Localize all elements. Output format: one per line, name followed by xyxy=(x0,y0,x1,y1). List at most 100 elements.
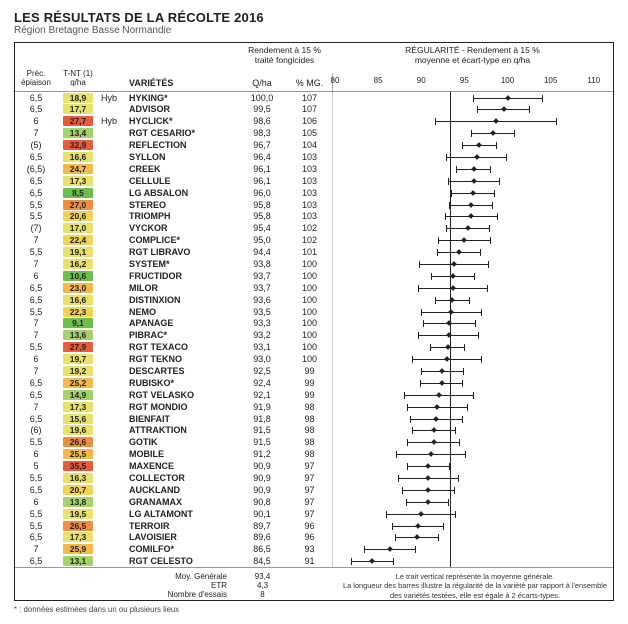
cell-qha: 94,4 xyxy=(237,247,287,257)
hdr-hyb xyxy=(99,85,127,91)
cell-var: COLLECTOR xyxy=(127,473,237,483)
cell-qha: 91,8 xyxy=(237,414,287,424)
table-row: 619,7RGT TEKNO93,0100 xyxy=(15,353,613,365)
cell-tnt: 22,3 xyxy=(57,307,99,317)
table-row: 5,520,6TRIOMPH95,8103 xyxy=(15,211,613,223)
cell-mg: 100 xyxy=(287,307,332,317)
cell-tnt: 25,5 xyxy=(57,449,99,459)
table-row: 625,5MOBILE91,298 xyxy=(15,448,613,460)
cell-chart xyxy=(332,103,613,115)
summary-labels: Moy. GénéraleETRNombre d'essais xyxy=(15,572,235,600)
cell-var: PIBRAC* xyxy=(127,330,237,340)
cell-qha: 98,6 xyxy=(237,116,287,126)
table-row: 5,527,9RGT TEXACO93,1100 xyxy=(15,341,613,353)
cell-tnt: 20,7 xyxy=(57,485,99,495)
cell-chart xyxy=(332,199,613,211)
cell-prec: 6 xyxy=(15,116,57,126)
cell-chart xyxy=(332,211,613,223)
cell-qha: 93,2 xyxy=(237,330,287,340)
cell-mg: 101 xyxy=(287,247,332,257)
cell-mg: 107 xyxy=(287,93,332,103)
cell-prec: (6) xyxy=(15,425,57,435)
cell-tnt: 17,3 xyxy=(57,402,99,412)
cell-prec: 6 xyxy=(15,271,57,281)
table-row: (5)32,9REFLECTION96,7104 xyxy=(15,139,613,151)
cell-prec: 6,5 xyxy=(15,93,57,103)
cell-var: CELLULE xyxy=(127,176,237,186)
cell-chart xyxy=(332,472,613,484)
cell-qha: 92,5 xyxy=(237,366,287,376)
cell-tnt: 27,7 xyxy=(57,116,99,126)
cell-var: APANAGE xyxy=(127,318,237,328)
cell-mg: 93 xyxy=(287,544,332,554)
table-row: 6,517,3LAVOISIER89,696 xyxy=(15,532,613,544)
cell-tnt: 26,6 xyxy=(57,437,99,447)
cell-var: RGT VELASKO xyxy=(127,390,237,400)
cell-mg: 100 xyxy=(287,330,332,340)
cell-chart xyxy=(332,436,613,448)
cell-var: REFLECTION xyxy=(127,140,237,150)
cell-qha: 96,0 xyxy=(237,188,287,198)
cell-prec: (6,5) xyxy=(15,164,57,174)
cell-var: RGT MONDIO xyxy=(127,402,237,412)
table-row: 6,58,5LG ABSALON96,0103 xyxy=(15,187,613,199)
cell-mg: 100 xyxy=(287,283,332,293)
cell-prec: 7 xyxy=(15,318,57,328)
yield-header: Rendement à 15 % traité fongicides xyxy=(237,43,332,67)
cell-mg: 102 xyxy=(287,235,332,245)
cell-var: MILOR xyxy=(127,283,237,293)
cell-prec: 6,5 xyxy=(15,283,57,293)
cell-qha: 90,1 xyxy=(237,509,287,519)
table-row: 719,2DESCARTES92,599 xyxy=(15,365,613,377)
cell-chart xyxy=(332,163,613,175)
cell-tnt: 17,0 xyxy=(57,223,99,233)
cell-tnt: 13,6 xyxy=(57,330,99,340)
table-row: 5,516,3COLLECTOR90,997 xyxy=(15,472,613,484)
table-row: 6,513,1RGT CELESTO84,591 xyxy=(15,555,613,567)
cell-chart xyxy=(332,389,613,401)
cell-var: FRUCTIDOR xyxy=(127,271,237,281)
cell-prec: 6,5 xyxy=(15,485,57,495)
cell-qha: 91,5 xyxy=(237,425,287,435)
cell-chart xyxy=(332,175,613,187)
cell-prec: 6 xyxy=(15,449,57,459)
cell-mg: 103 xyxy=(287,176,332,186)
cell-var: VYCKOR xyxy=(127,223,237,233)
cell-tnt: 13,4 xyxy=(57,128,99,138)
cell-mg: 107 xyxy=(287,104,332,114)
cell-mg: 100 xyxy=(287,271,332,281)
cell-tnt: 13,8 xyxy=(57,497,99,507)
table-row: (7)17,0VYCKOR95,4102 xyxy=(15,222,613,234)
cell-mg: 98 xyxy=(287,437,332,447)
table-row: (6)19,6ATTRAKTION91,598 xyxy=(15,425,613,437)
cell-mg: 98 xyxy=(287,402,332,412)
cell-chart xyxy=(332,306,613,318)
cell-chart xyxy=(332,282,613,294)
cell-tnt: 24,7 xyxy=(57,164,99,174)
table-row: 6,516,6SYLLON96,4103 xyxy=(15,151,613,163)
table-row: 717,3RGT MONDIO91,998 xyxy=(15,401,613,413)
cell-prec: 7 xyxy=(15,128,57,138)
cell-chart xyxy=(332,448,613,460)
cell-qha: 96,1 xyxy=(237,176,287,186)
cell-var: HYKING* xyxy=(127,93,237,103)
cell-prec: 7 xyxy=(15,402,57,412)
table-row: 5,519,1RGT LIBRAVO94,4101 xyxy=(15,246,613,258)
cell-qha: 96,7 xyxy=(237,140,287,150)
cell-mg: 103 xyxy=(287,164,332,174)
cell-qha: 89,7 xyxy=(237,521,287,531)
cell-mg: 98 xyxy=(287,414,332,424)
hdr-axis: 80859095100105110 xyxy=(332,73,613,91)
regularity-header: RÉGULARITÉ - Rendement à 15 % moyenne et… xyxy=(332,43,613,67)
cell-prec: 5 xyxy=(15,461,57,471)
table-row: 6,516,6DISTINXION93,6100 xyxy=(15,294,613,306)
cell-mg: 96 xyxy=(287,521,332,531)
cell-tnt: 27,0 xyxy=(57,200,99,210)
cell-var: TERROIR xyxy=(127,521,237,531)
cell-var: MAXENCE xyxy=(127,461,237,471)
cell-qha: 98,3 xyxy=(237,128,287,138)
cell-var: STEREO xyxy=(127,200,237,210)
cell-mg: 104 xyxy=(287,140,332,150)
cell-chart xyxy=(332,508,613,520)
cell-hyb: Hyb xyxy=(99,116,127,126)
